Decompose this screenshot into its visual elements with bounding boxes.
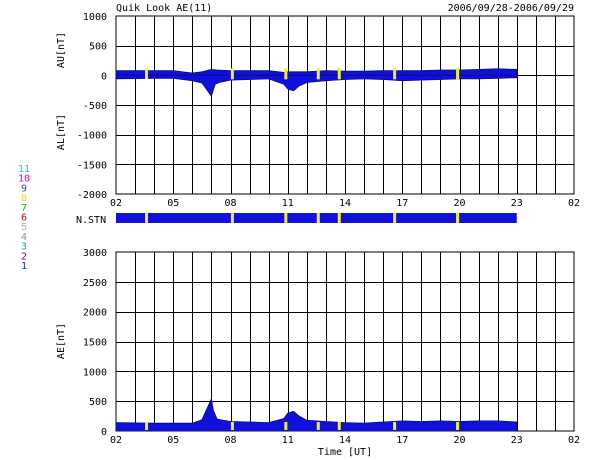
ae-axis-label: AE[nT]	[56, 323, 67, 359]
x-tick-label: 02	[110, 198, 122, 209]
x-tick-label: 14	[339, 198, 351, 209]
x-tick-label: 11	[282, 198, 294, 209]
x-axis-title: Time [UT]	[318, 447, 372, 458]
x-tick-label: 02	[568, 435, 580, 446]
station-change-marker	[230, 213, 234, 223]
au-al-panel: AU[nT] AL[nT] 1000 500 0 -500 -1000 -1500 -200…	[56, 12, 580, 209]
legend-count-10: 10	[18, 174, 30, 185]
legend-count-3: 3	[21, 242, 27, 253]
y-tick-label: 0	[101, 427, 107, 438]
station-change-marker	[456, 68, 460, 80]
x-tick-label: 08	[224, 435, 236, 446]
y-tick-label: -2000	[77, 190, 107, 201]
y-tick-label: 500	[89, 42, 107, 53]
y-tick-label: -500	[83, 101, 107, 112]
station-change-marker	[316, 422, 320, 430]
station-change-marker	[145, 213, 149, 223]
station-change-marker	[337, 213, 341, 223]
station-change-marker	[230, 68, 234, 80]
station-count-bar	[116, 213, 517, 223]
station-change-marker	[456, 213, 460, 223]
legend-count-11: 11	[18, 164, 30, 175]
station-change-marker	[316, 68, 320, 80]
x-tick-label: 17	[396, 198, 408, 209]
station-change-marker	[284, 68, 288, 80]
x-tick-label: 11	[282, 435, 294, 446]
au-axis-label: AU[nT]	[56, 32, 67, 68]
station-count-panel: N.STN	[76, 213, 517, 226]
station-change-marker	[456, 422, 460, 430]
legend-count-1: 1	[21, 261, 27, 272]
station-change-marker	[337, 68, 341, 80]
y-tick-label: -1500	[77, 160, 107, 171]
ae-panel: AE[nT] Time [UT] 3000 2500 2000 1500 1000 500…	[56, 248, 580, 458]
x-tick-label: 14	[339, 435, 351, 446]
y-tick-label: 1500	[83, 338, 107, 349]
legend-count-4: 4	[21, 232, 27, 243]
date-range: 2006/09/28-2006/09/29	[448, 3, 574, 14]
y-tick-label: 3000	[83, 248, 107, 259]
nstn-label: N.STN	[76, 215, 106, 226]
y-tick-label: 1000	[83, 367, 107, 378]
legend-count-8: 8	[21, 193, 27, 204]
y-tick-label: 2000	[83, 308, 107, 319]
al-axis-label: AL[nT]	[56, 114, 67, 150]
legend-count-7: 7	[21, 203, 27, 214]
y-tick-label: 0	[101, 71, 107, 82]
station-change-marker	[145, 68, 149, 80]
station-change-marker	[284, 213, 288, 223]
station-change-marker	[393, 422, 397, 430]
al-series-area	[115, 74, 518, 97]
x-tick-label: 23	[511, 435, 523, 446]
station-change-marker	[230, 422, 234, 430]
station-change-marker	[316, 213, 320, 223]
x-tick-label: 08	[224, 198, 236, 209]
y-tick-label: 2500	[83, 278, 107, 289]
x-tick-label: 17	[396, 435, 408, 446]
x-tick-label: 23	[511, 198, 523, 209]
x-tick-label: 20	[453, 435, 465, 446]
ae-series-area	[115, 397, 518, 432]
au-series-area	[115, 68, 518, 76]
station-change-marker	[393, 213, 397, 223]
station-change-marker	[284, 422, 288, 430]
station-change-marker	[337, 422, 341, 430]
legend-count-5: 5	[21, 222, 27, 233]
chart-title: Quik Look AE(11)	[116, 3, 212, 14]
y-tick-label: 1000	[83, 12, 107, 23]
legend-count-2: 2	[21, 251, 27, 262]
y-tick-label: 500	[89, 397, 107, 408]
legend-count-9: 9	[21, 183, 27, 194]
station-change-marker	[393, 68, 397, 80]
x-tick-label: 05	[167, 198, 179, 209]
station-change-marker	[145, 422, 149, 430]
legend-count-6: 6	[21, 213, 27, 224]
x-tick-label: 05	[167, 435, 179, 446]
x-tick-label: 20	[453, 198, 465, 209]
x-tick-label: 02	[110, 435, 122, 446]
x-tick-label: 02	[568, 198, 580, 209]
y-tick-label: -1000	[77, 131, 107, 142]
